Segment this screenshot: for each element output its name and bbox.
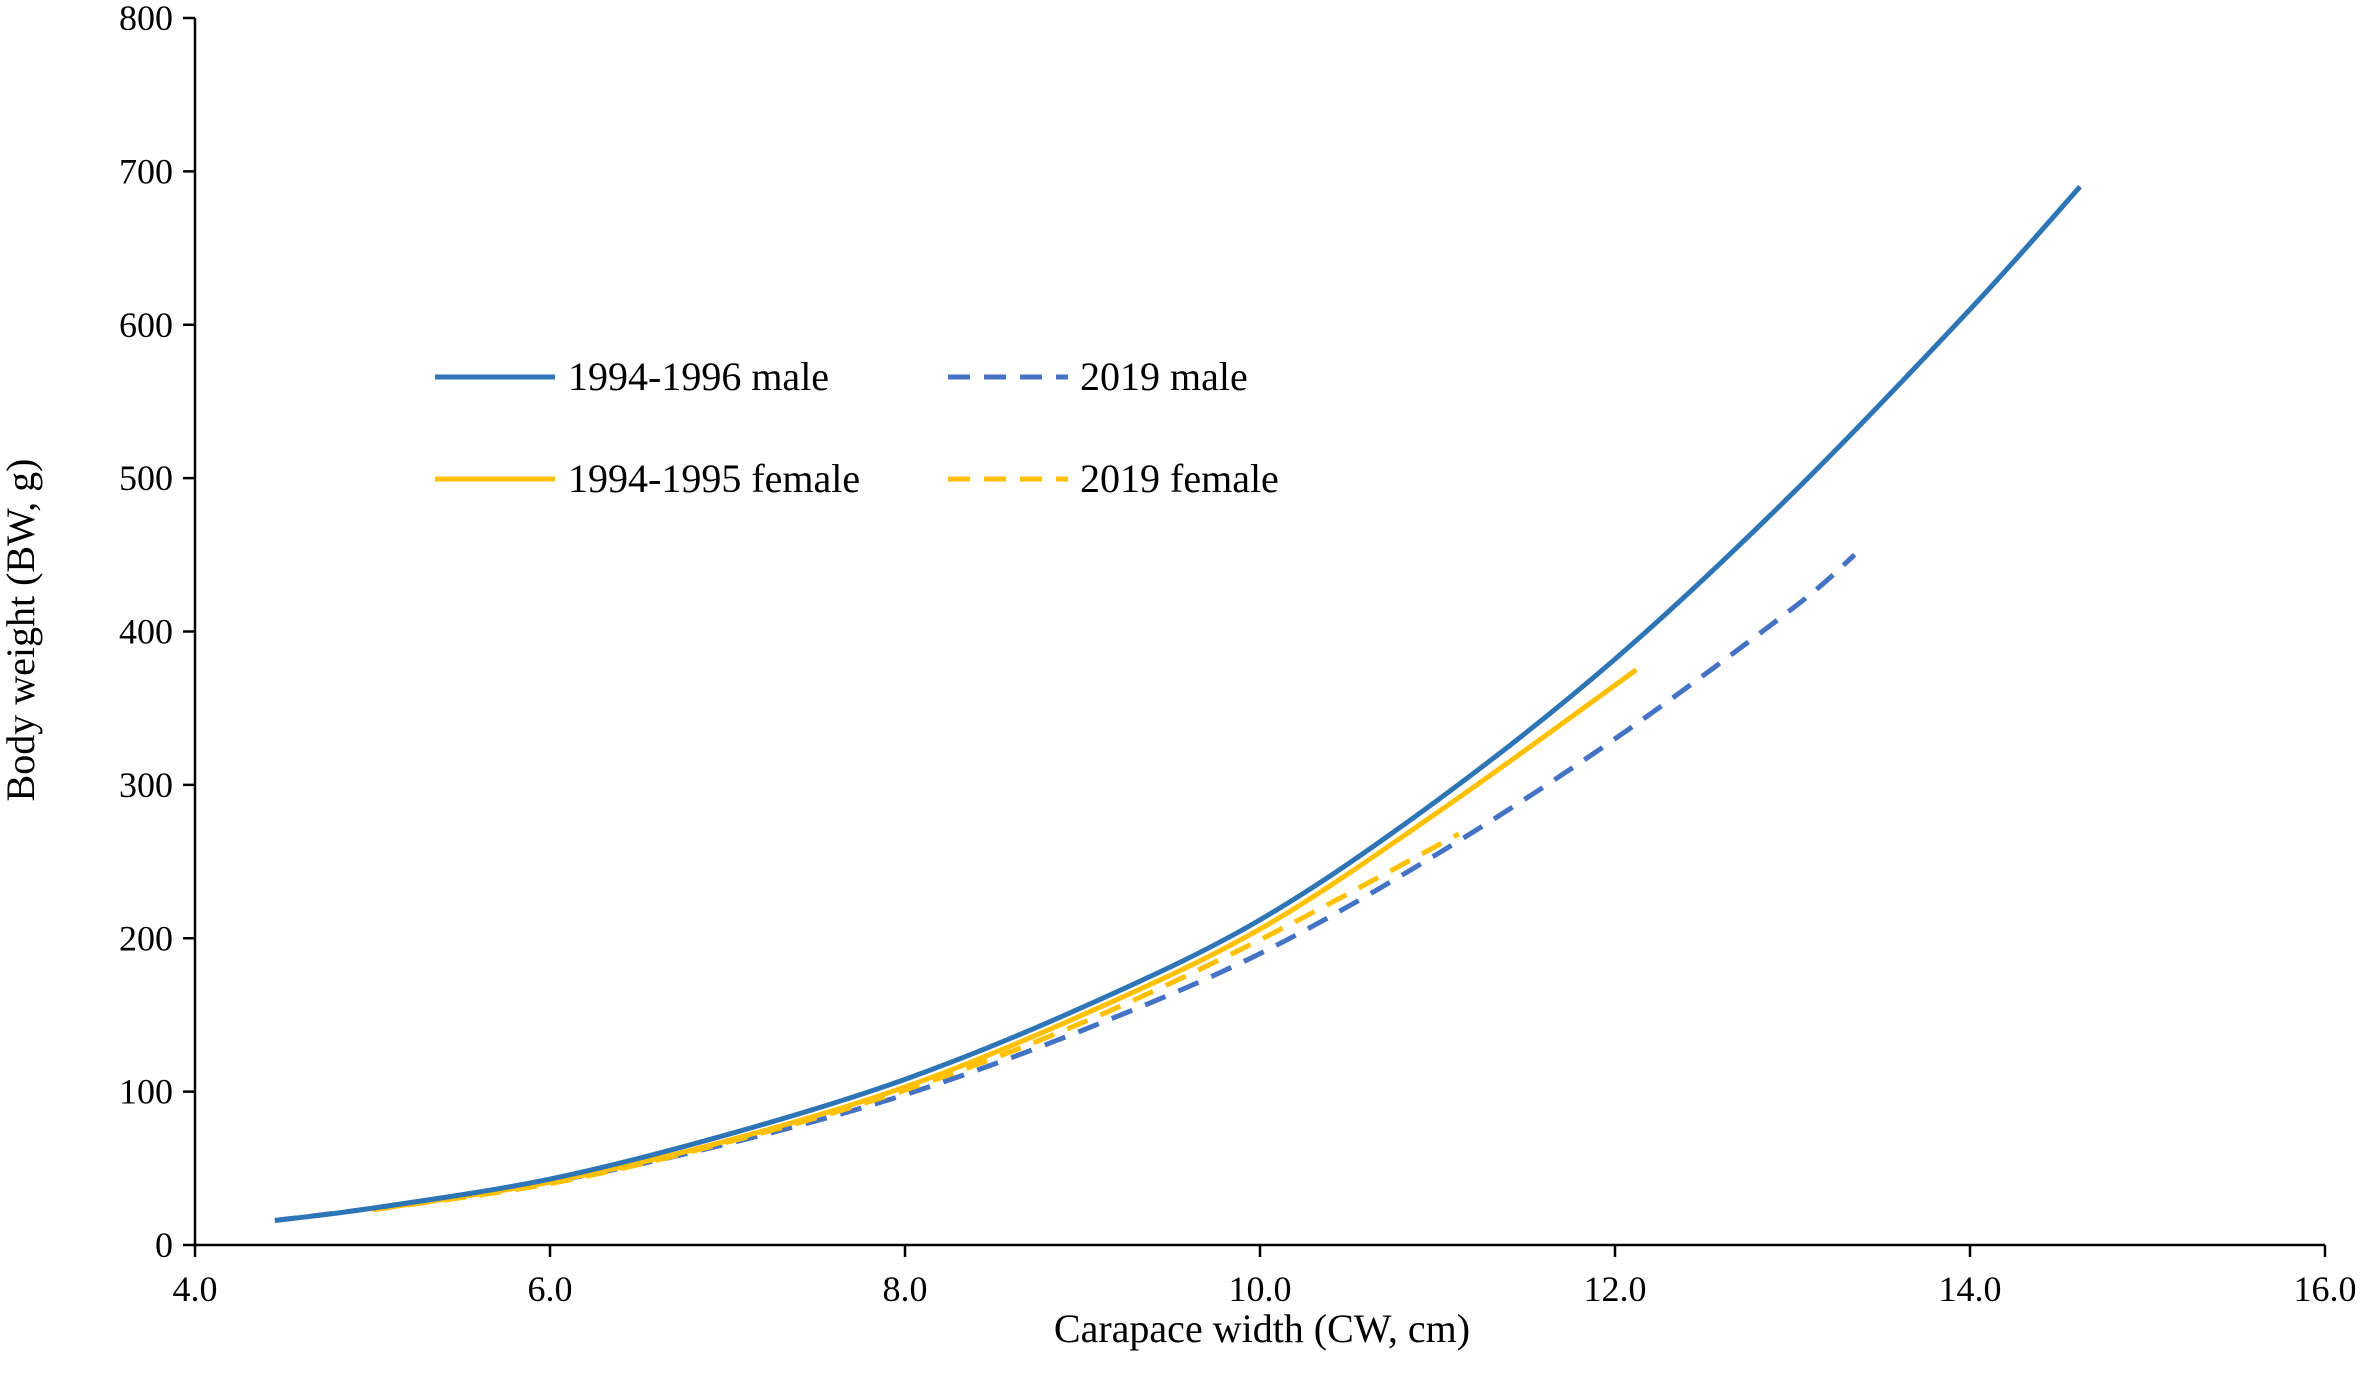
legend-entry-1994-1996-male: 1994-1996 male bbox=[435, 354, 829, 399]
x-tick-label: 8.0 bbox=[883, 1269, 928, 1309]
legend-label-2019-male: 2019 male bbox=[1080, 354, 1248, 399]
x-tick-label: 10.0 bbox=[1229, 1269, 1292, 1309]
y-tick-label: 0 bbox=[155, 1225, 173, 1265]
x-tick-label: 14.0 bbox=[1939, 1269, 2002, 1309]
x-tick-label: 12.0 bbox=[1584, 1269, 1647, 1309]
legend: 1994-1996 male 2019 male 1994-1995 femal… bbox=[435, 354, 1279, 501]
y-tick-label: 200 bbox=[119, 918, 173, 958]
legend-label-2019-female: 2019 female bbox=[1080, 456, 1279, 501]
y-axis-title: Body weight (BW, g) bbox=[0, 459, 43, 802]
x-tick-label: 6.0 bbox=[528, 1269, 573, 1309]
legend-entry-2019-male: 2019 male bbox=[948, 354, 1248, 399]
y-tick-label: 100 bbox=[119, 1072, 173, 1112]
y-tick-label: 700 bbox=[119, 151, 173, 191]
y-tick-label: 300 bbox=[119, 765, 173, 805]
legend-label-1994-1995-female: 1994-1995 female bbox=[568, 456, 860, 501]
legend-entry-2019-female: 2019 female bbox=[948, 456, 1279, 501]
axes bbox=[193, 18, 2325, 1247]
x-tick-label: 4.0 bbox=[173, 1269, 218, 1309]
series-layer bbox=[274, 185, 2082, 1223]
legend-entry-1994-1995-female: 1994-1995 female bbox=[435, 456, 860, 501]
series-line-1994-1996-male bbox=[274, 185, 2082, 1223]
x-ticks: 4.0 6.0 8.0 10.0 12.0 14.0 16.0 bbox=[173, 1245, 2357, 1309]
y-tick-label: 600 bbox=[119, 305, 173, 345]
series-line-2019-female bbox=[372, 831, 1460, 1213]
y-tick-label: 500 bbox=[119, 458, 173, 498]
y-tick-label: 400 bbox=[119, 612, 173, 652]
series-line-1994-1995-female bbox=[372, 667, 1638, 1213]
x-axis-title: Carapace width (CW, cm) bbox=[1054, 1306, 1470, 1351]
legend-label-1994-1996-male: 1994-1996 male bbox=[568, 354, 829, 399]
x-tick-label: 16.0 bbox=[2294, 1269, 2357, 1309]
y-ticks: 0 100 200 300 400 500 600 700 800 bbox=[119, 0, 195, 1265]
y-tick-label: 800 bbox=[119, 0, 173, 38]
